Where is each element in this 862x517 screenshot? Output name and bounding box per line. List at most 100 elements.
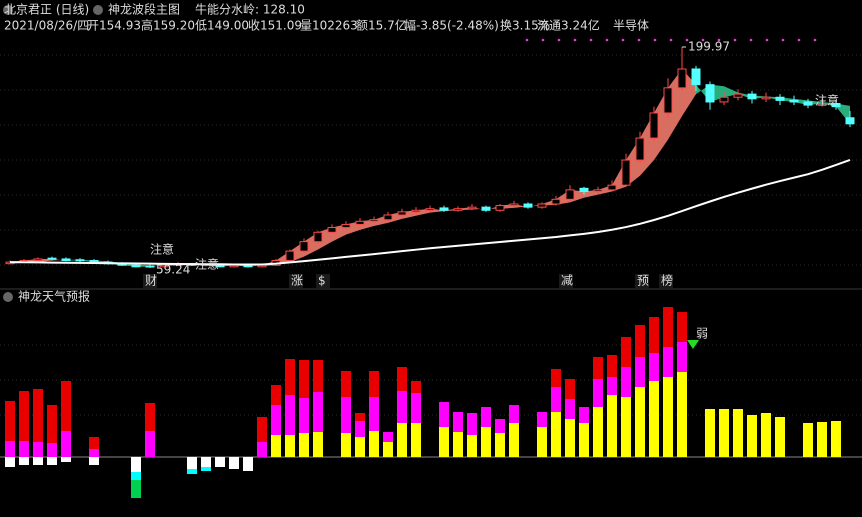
signal-dot [749,38,753,42]
annotation: 199.97 [688,40,730,54]
signal-dot [589,38,593,42]
bar-segment [201,467,211,471]
menu-icon[interactable] [3,292,13,302]
candle-body [299,241,309,252]
bar-segment [719,409,729,457]
bar-segment [677,312,687,342]
candle-body [243,264,253,268]
signal-dot [525,38,529,42]
candle-body [285,250,295,262]
bar-segment [369,431,379,457]
bar-segment [439,402,449,427]
bar-segment [495,419,505,433]
quote-item: 额15.7亿 [356,18,407,33]
bar-segment [341,371,351,397]
candle-body [733,93,743,98]
bar-segment [677,342,687,372]
bar-segment [495,433,505,457]
bar-segment [355,421,365,437]
bar-segment [5,441,15,457]
annotation: 涨 [291,273,303,288]
candle-body [523,203,533,208]
bar-segment [551,412,561,457]
bar-segment [565,419,575,457]
bar-segment [551,387,561,412]
bar-segment [229,457,239,469]
menu-icon[interactable] [3,5,13,15]
bar-segment [187,457,197,469]
signal-arrow [687,340,699,349]
bar-segment [271,435,281,457]
annotation: $ [318,274,326,288]
signal-dot [621,38,625,42]
candle-body [453,208,463,211]
bar-segment [677,372,687,457]
quote-item: 幅-3.85(-2.48%) [404,18,499,33]
candle-body [691,68,701,86]
menu-icon[interactable] [93,5,103,15]
candle-body [145,265,155,268]
bar-segment [47,443,57,457]
candle-body [313,231,323,243]
candle-body [579,187,589,192]
bar-segment [607,377,617,395]
signal-dot [669,38,673,42]
bar-segment [285,435,295,457]
candle-body [439,207,449,211]
bar-segment [33,389,43,442]
bar-segment [411,423,421,457]
bar-segment [19,391,29,441]
bar-segment [635,357,645,387]
ma-line [9,158,851,266]
candle-body [89,260,99,263]
bar-segment [271,385,281,405]
bar-segment [817,422,827,457]
bar-segment [397,423,407,457]
bar-segment [5,401,15,441]
marker-box [559,274,573,288]
bar-segment [635,387,645,457]
candle-body [383,214,393,221]
bar-segment [5,457,15,467]
bar-segment [313,392,323,432]
candle-body [495,205,505,211]
bar-segment [761,413,771,457]
annotation: 59.24 [156,263,190,277]
quote-item: 2021/08/26/四 [4,19,89,33]
bar-segment [383,442,393,457]
bar-segment [369,397,379,431]
bar-segment [775,417,785,457]
bar-segment [565,399,575,419]
signal-dot [573,38,577,42]
candle-body [635,137,645,161]
quote-item: 收151.09 [248,19,302,33]
marker-box [143,274,157,288]
bar-segment [649,353,659,381]
bar-segment [397,367,407,391]
bar-segment [509,423,519,457]
candle-body [803,101,813,106]
bar-segment [285,359,295,395]
candle-body [509,203,519,207]
bar-segment [467,413,477,435]
marker-box [316,274,330,288]
bar-segment [145,431,155,457]
bar-segment [551,369,561,387]
bar-segment [607,395,617,457]
candle-body [61,258,71,262]
bar-segment [453,432,463,457]
bar-segment [509,405,519,423]
indicator-name: 神龙波段主图 [108,2,180,17]
candle-body [341,223,351,229]
signal-label: 弱 [696,327,708,341]
bar-segment [285,395,295,435]
candle-body [397,211,407,216]
bar-segment [453,412,463,432]
bar-segment [369,371,379,397]
bar-segment [579,407,589,423]
candle-body [159,264,169,268]
bar-segment [663,347,673,377]
signal-dot [653,38,657,42]
stock-name: 北京君正 (日线) [4,3,89,17]
bar-segment [705,409,715,457]
